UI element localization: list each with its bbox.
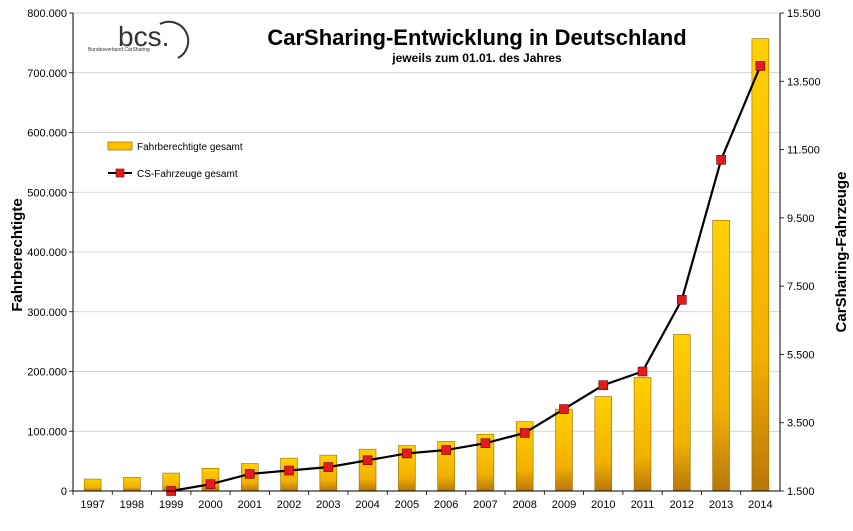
chart-title: CarSharing-Entwicklung in Deutschland	[267, 25, 686, 50]
left-tick-label: 300.000	[27, 307, 67, 319]
bcs-logo: bcs. Bundesverband CarSharing	[88, 20, 190, 59]
bar	[358, 448, 377, 492]
series-line	[171, 65, 762, 493]
line-marker	[755, 61, 766, 71]
x-tick-label: 2004	[355, 499, 379, 511]
right-tick-label: 1.500	[787, 486, 815, 498]
legend: Fahrberechtigte gesamt CS-Fahrzeuge gesa…	[107, 141, 243, 180]
x-tick-label: 2002	[277, 499, 301, 511]
chart-subtitle: jeweils zum 01.01. des Jahres	[391, 51, 562, 65]
line-series	[166, 61, 766, 496]
line-marker	[323, 462, 334, 472]
bar-series	[83, 38, 770, 492]
grid	[73, 12, 780, 432]
right-tick-label: 15.500	[787, 8, 821, 20]
line-marker	[362, 455, 373, 466]
left-tick-label: 600.000	[27, 128, 67, 140]
x-tick-label: 2005	[395, 499, 419, 511]
right-axis-title: CarSharing-Fahrzeuge	[833, 172, 850, 333]
x-tick-label: 2000	[198, 499, 222, 511]
x-tick-label: 1999	[159, 499, 183, 511]
legend-bar-swatch	[107, 141, 133, 151]
logo-subtitle: Bundesverband CarSharing	[88, 47, 150, 53]
legend-line-marker	[115, 168, 125, 178]
x-axis-ticks: 1997 1998 1999 2000 2001 2002 2003 2004 2005 2006…	[72, 491, 773, 511]
left-tick-label: 100.000	[27, 426, 67, 438]
left-axis-ticks: 0 100.000 200.000 300.000 400.000 500.000 600.…	[27, 8, 73, 498]
x-tick-label: 2009	[552, 499, 576, 511]
bar	[123, 476, 141, 492]
bar	[633, 377, 652, 492]
left-tick-label: 200.000	[27, 367, 67, 379]
bar	[712, 220, 730, 492]
line-marker	[559, 404, 569, 414]
left-tick-label: 400.000	[27, 247, 67, 259]
line-marker	[637, 366, 648, 377]
line-marker	[716, 155, 726, 165]
line-marker	[480, 438, 491, 449]
line-marker	[519, 428, 530, 438]
line-marker	[598, 380, 609, 390]
legend-bar-label: Fahrberechtigte gesamt	[137, 142, 243, 153]
x-tick-label: 2007	[473, 499, 497, 511]
right-axis-ticks: 1.500 3.500 5.500 7.500 9.500 11.500 13.500 15.…	[780, 8, 821, 498]
right-tick-label: 3.500	[787, 418, 815, 430]
x-tick-label: 2001	[238, 499, 262, 511]
left-tick-label: 700.000	[27, 68, 67, 80]
line-marker	[677, 294, 687, 305]
x-tick-label: 2006	[434, 499, 458, 511]
bar	[594, 396, 612, 492]
line-marker	[244, 469, 255, 479]
x-tick-label: 2011	[631, 499, 655, 511]
left-axis-title: Fahrberechtigte	[9, 198, 26, 311]
left-tick-label: 500.000	[27, 187, 67, 199]
x-tick-label: 2014	[748, 499, 772, 511]
right-tick-label: 9.500	[787, 213, 815, 225]
legend-line-label: CS-Fahrzeuge gesamt	[137, 169, 238, 180]
bar	[751, 38, 770, 492]
right-tick-label: 11.500	[787, 145, 820, 157]
bar	[319, 454, 338, 492]
line-marker	[402, 448, 412, 459]
x-tick-label: 2003	[316, 499, 340, 511]
x-tick-label: 2012	[670, 499, 694, 511]
left-tick-label: 800.000	[27, 8, 67, 20]
line-marker	[205, 479, 216, 489]
logo-arc	[159, 20, 190, 59]
right-tick-label: 7.500	[787, 281, 815, 293]
right-tick-label: 5.500	[787, 349, 815, 361]
x-tick-label: 2013	[709, 499, 733, 511]
x-tick-label: 1998	[120, 499, 144, 511]
logo-wordmark: bcs.	[118, 21, 169, 52]
left-tick-label: 0	[61, 486, 67, 498]
line-marker	[284, 465, 294, 476]
x-tick-label: 2010	[591, 499, 615, 511]
bar	[673, 334, 691, 492]
line-marker	[441, 445, 451, 455]
bar	[83, 478, 102, 492]
x-tick-label: 1997	[80, 499, 104, 511]
right-tick-label: 13.500	[787, 76, 821, 88]
x-tick-label: 2008	[512, 499, 536, 511]
bar	[555, 408, 573, 492]
